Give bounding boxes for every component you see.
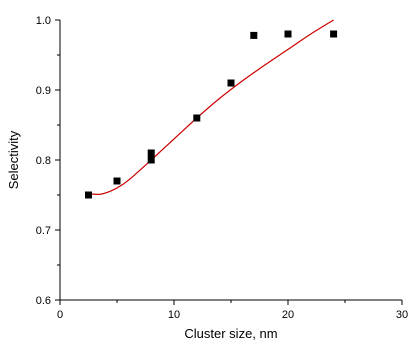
data-point-marker <box>113 177 121 185</box>
data-point-marker <box>227 79 235 87</box>
fit-curve <box>88 19 334 196</box>
y-tick-label: 1.0 <box>36 15 51 27</box>
x-tick-label: 0 <box>57 309 63 321</box>
plot-frame <box>59 20 402 301</box>
data-point-marker <box>147 156 155 164</box>
data-point-marker <box>330 30 338 38</box>
x-tick-label: 20 <box>282 309 294 321</box>
x-tick-label: 10 <box>168 309 180 321</box>
data-points-layer <box>85 30 338 199</box>
x-tick-label: 30 <box>396 309 408 321</box>
y-axis-title: Selectivity <box>6 130 21 189</box>
y-tick-label: 0.9 <box>36 85 51 97</box>
data-point-marker <box>284 30 292 38</box>
y-tick-label: 0.6 <box>36 295 51 307</box>
data-point-marker <box>250 31 258 39</box>
data-point-marker <box>147 149 155 157</box>
data-point-marker <box>193 114 201 122</box>
y-axis-ticks: 0.6 0.7 0.8 0.9 1.0 <box>36 15 60 307</box>
data-point-marker <box>85 191 92 199</box>
y-tick-label: 0.8 <box>36 155 51 167</box>
y-tick-label: 0.7 <box>36 225 51 237</box>
x-axis-title: Cluster size, nm <box>184 326 277 341</box>
fit-curve-layer <box>88 19 334 196</box>
x-axis-ticks: 0 10 20 30 <box>57 300 408 321</box>
